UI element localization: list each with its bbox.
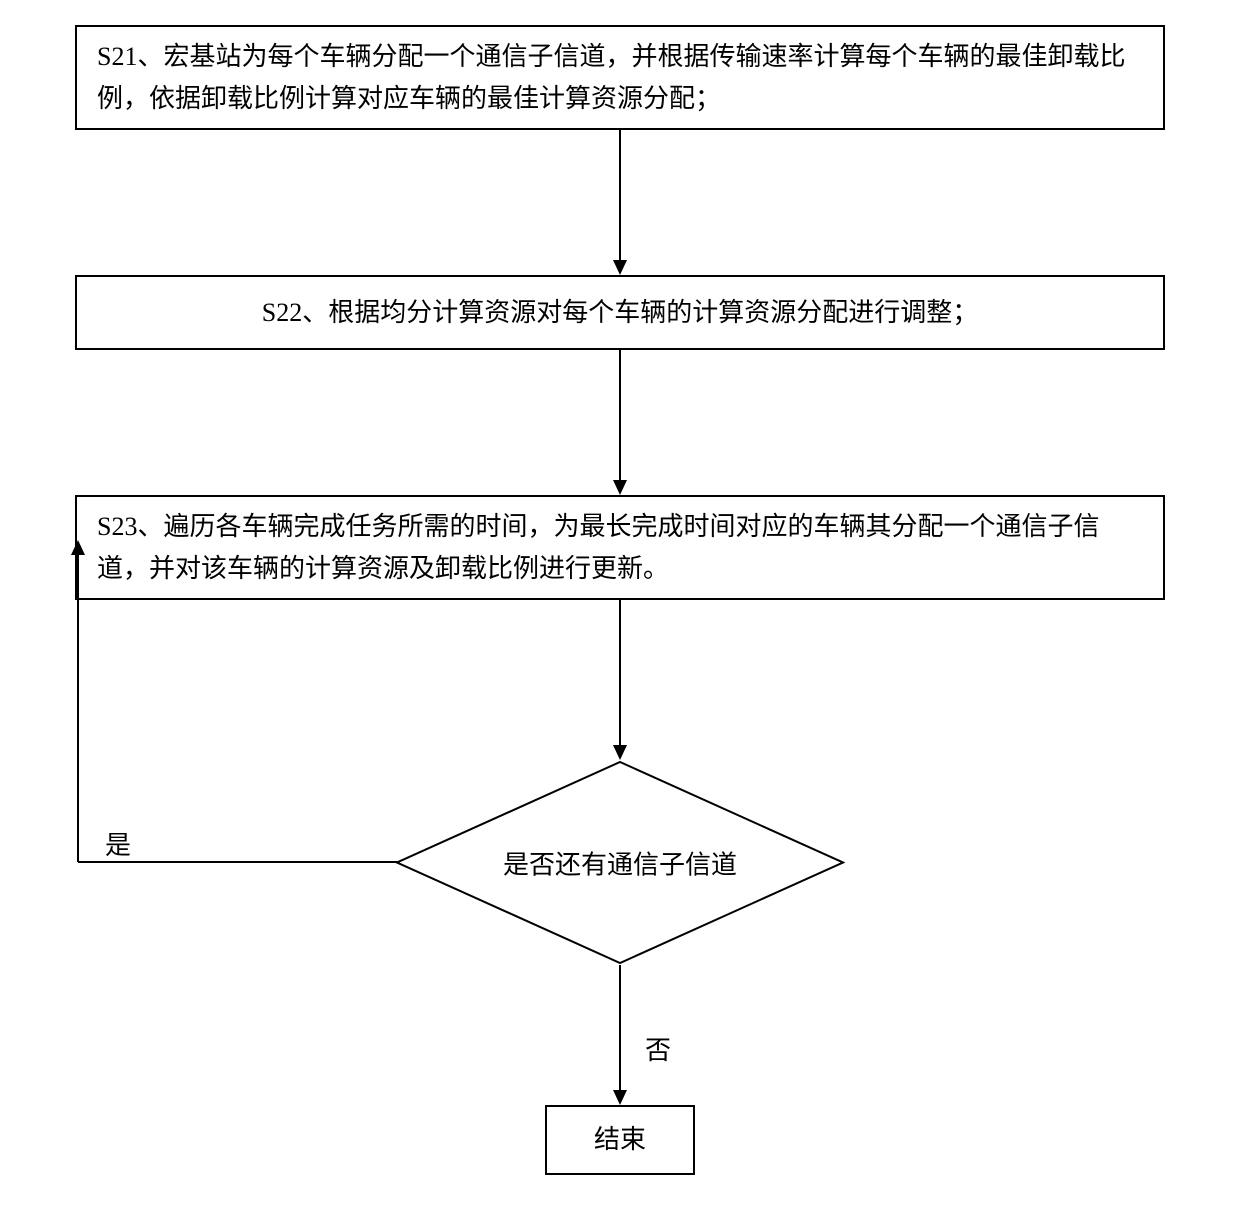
decision-diamond: 是否还有通信子信道 [395, 760, 845, 965]
arrow-decision-no [610, 965, 630, 1105]
terminator-end-text: 结束 [594, 1119, 646, 1161]
label-yes: 是 [105, 825, 131, 862]
flowchart-container: S21、宏基站为每个车辆分配一个通信子信道，并根据传输速率计算每个车辆的最佳卸载… [0, 0, 1240, 1224]
decision-text: 是否还有通信子信道 [503, 844, 737, 881]
label-no: 否 [645, 1030, 671, 1067]
process-s22: S22、根据均分计算资源对每个车辆的计算资源分配进行调整； [75, 275, 1165, 350]
process-s22-text: S22、根据均分计算资源对每个车辆的计算资源分配进行调整； [262, 292, 978, 334]
arrow-s23-decision [610, 600, 630, 760]
arrow-s21-s22 [610, 130, 630, 275]
arrow-s22-s23 [610, 350, 630, 495]
process-s21-text: S21、宏基站为每个车辆分配一个通信子信道，并根据传输速率计算每个车辆的最佳卸载… [97, 36, 1143, 119]
terminator-end: 结束 [545, 1105, 695, 1175]
process-s21: S21、宏基站为每个车辆分配一个通信子信道，并根据传输速率计算每个车辆的最佳卸载… [75, 25, 1165, 130]
